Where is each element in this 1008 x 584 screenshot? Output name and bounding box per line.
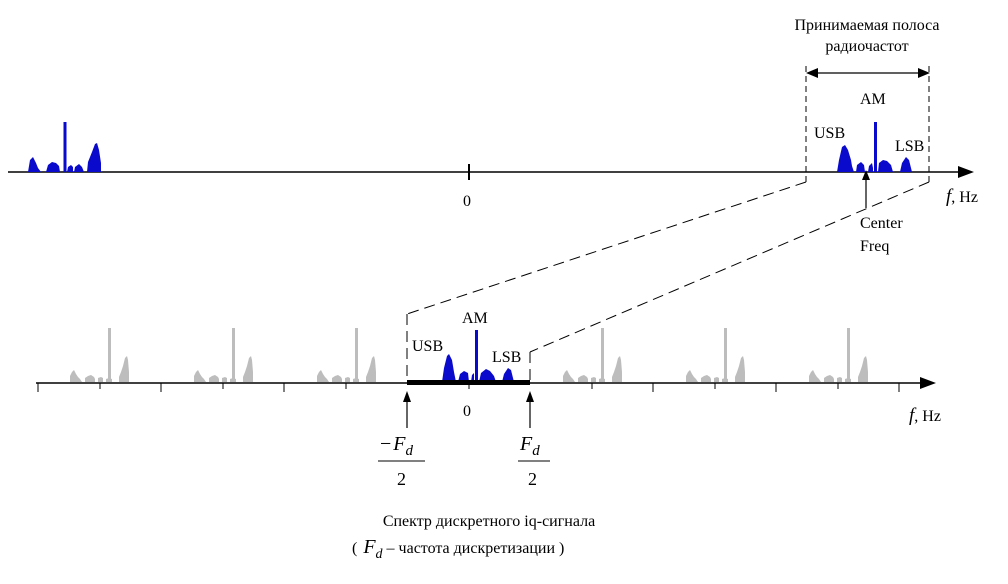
bottom-axis-ticks xyxy=(37,383,900,392)
top-axis-label: f, Hz xyxy=(946,186,978,207)
top-left-spectrum-cluster xyxy=(28,122,101,172)
neg-half-fd-numerator: − Fd xyxy=(380,433,414,459)
neg-half-fd-denominator: 2 xyxy=(397,469,406,489)
top-usb-sideband xyxy=(837,145,854,172)
half-fd-denominator: 2 xyxy=(528,469,537,489)
alias-clusters xyxy=(70,328,868,382)
bottom-am-carrier xyxy=(475,330,478,382)
center-freq-label-line2: Freq xyxy=(860,238,889,255)
baseband-spectrum-cluster xyxy=(442,330,514,382)
top-am-carrier xyxy=(874,122,877,172)
zoom-projection xyxy=(406,181,930,382)
caption-line2: (Fd – частота дискретизации ) xyxy=(352,536,564,562)
bottom-lsb-sideband xyxy=(502,368,514,382)
top-usb-label: USB xyxy=(814,125,845,142)
projection-right-line xyxy=(529,181,930,353)
band-title-line1: Принимаемая полоса xyxy=(794,17,939,34)
alias-cluster xyxy=(686,328,745,382)
bottom-axis-label: f, Hz xyxy=(909,405,941,426)
bottom-am-label: AM xyxy=(462,310,488,327)
alias-cluster xyxy=(809,328,868,382)
alias-cluster xyxy=(194,328,253,382)
alias-cluster xyxy=(70,328,129,382)
center-freq-arrowhead xyxy=(862,170,870,180)
alias-cluster xyxy=(563,328,622,382)
top-am-label: AM xyxy=(860,91,886,108)
bottom-usb-sideband xyxy=(442,354,456,382)
top-lsb-label: LSB xyxy=(895,138,924,155)
top-lsb-sideband xyxy=(900,157,912,172)
bottom-lsb-label: LSB xyxy=(492,349,521,366)
alias-cluster xyxy=(317,328,376,382)
caption-line1: Спектр дискретного iq-сигнала xyxy=(383,513,595,530)
top-right-spectrum-cluster xyxy=(837,122,912,172)
band-title-line2: радиочастот xyxy=(825,38,908,55)
bottom-axis-arrowhead xyxy=(920,377,936,389)
center-freq-label-line1: Center xyxy=(860,215,903,232)
bottom-zero-label: 0 xyxy=(463,403,471,420)
top-zero-label: 0 xyxy=(463,193,471,210)
bottom-usb-label: USB xyxy=(412,338,443,355)
bottom-spectrum: 0 f, Hz USB AM LSB − Fd 2 Fd 2 xyxy=(36,310,941,489)
half-fd-numerator: Fd xyxy=(519,433,540,459)
projection-left-line xyxy=(406,181,807,315)
top-axis-arrowhead xyxy=(958,166,974,178)
top-spectrum: 0 f, Hz USB AM LSB Center Freq Пр xyxy=(8,17,978,255)
